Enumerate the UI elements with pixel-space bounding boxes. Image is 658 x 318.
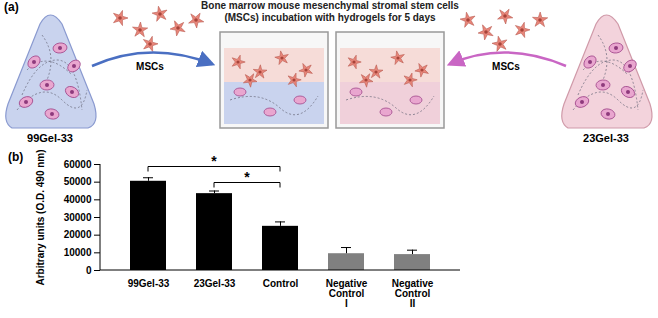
html-text:Bone marrow mouse mesenchymal: Bone marrow mouse mesenchymal stromal st… [201,0,459,23]
svg-text:50000: 50000 [64,176,92,187]
svg-text:*: * [244,169,250,185]
svg-text:Arbitrary units (O.D. 490 nm): Arbitrary units (O.D. 490 nm) [35,149,46,285]
svg-text:*: * [211,153,217,169]
svg-text:20000: 20000 [64,229,92,240]
svg-text:23Gel-33: 23Gel-33 [194,278,236,289]
svg-text:MSCs: MSCs [136,61,164,72]
svg-text:10000: 10000 [64,247,92,258]
svg-text:Control: Control [263,278,299,289]
svg-text:MSCs: MSCs [492,61,520,72]
svg-text:99Gel-33: 99Gel-33 [27,132,73,144]
svg-text:30000: 30000 [64,212,92,223]
svg-text:0: 0 [86,265,92,276]
html-text:(b): (b) [8,150,24,164]
svg-text:60000: 60000 [64,159,92,170]
svg-text:NegativeControlI: NegativeControlI [326,278,368,309]
svg-text:99Gel-33: 99Gel-33 [128,278,170,289]
html-text:(a): (a) [4,0,19,14]
svg-text:40000: 40000 [64,194,92,205]
svg-text:NegativeControlII: NegativeControlII [392,278,434,309]
svg-text:23Gel-33: 23Gel-33 [583,132,629,144]
